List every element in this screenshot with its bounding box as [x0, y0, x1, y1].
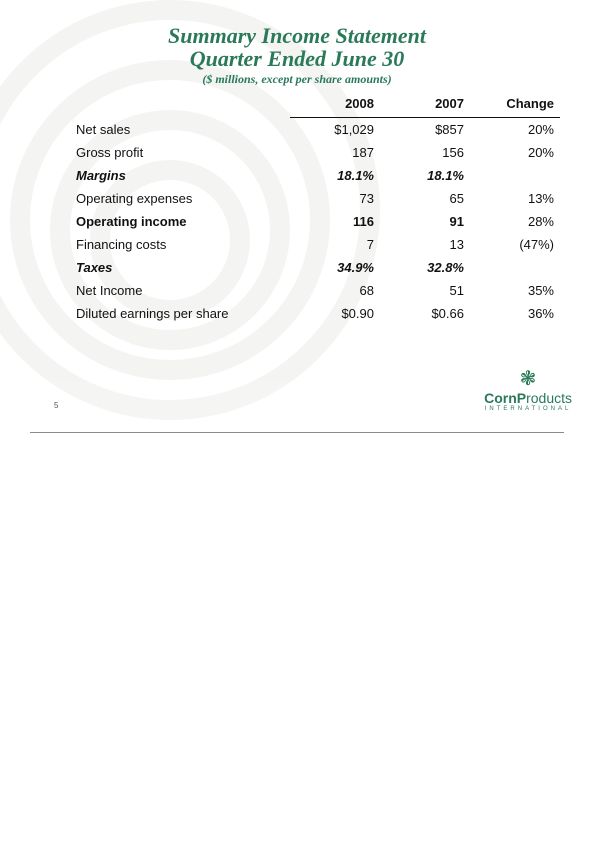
row-label: Net Income [70, 279, 290, 302]
col-header-2007: 2007 [380, 93, 470, 118]
cell-2007: 18.1% [380, 164, 470, 187]
cell-2007: 91 [380, 210, 470, 233]
logo-subtext: INTERNATIONAL [484, 406, 572, 412]
company-logo: ❃ CornProducts INTERNATIONAL [484, 369, 572, 412]
row-label: Operating expenses [70, 187, 290, 210]
cell-2008: 116 [290, 210, 380, 233]
cell-2008: 68 [290, 279, 380, 302]
table-row: Net Income685135% [70, 279, 560, 302]
cell-2008: $0.90 [290, 302, 380, 325]
cell-change [470, 164, 560, 187]
row-label: Taxes [70, 256, 290, 279]
table-row: Diluted earnings per share$0.90$0.6636% [70, 302, 560, 325]
cell-change: 13% [470, 187, 560, 210]
cell-change [470, 256, 560, 279]
table-row: Net sales$1,029$85720% [70, 118, 560, 142]
cell-2007: 156 [380, 141, 470, 164]
slide: Summary Income Statement Quarter Ended J… [0, 0, 594, 424]
logo-icon: ❃ [484, 369, 572, 389]
table-row: Operating income1169128% [70, 210, 560, 233]
cell-2008: 73 [290, 187, 380, 210]
cell-2007: $857 [380, 118, 470, 142]
income-statement-table: 2008 2007 Change Net sales$1,029$85720%G… [70, 93, 560, 325]
cell-2007: 32.8% [380, 256, 470, 279]
cell-2007: 65 [380, 187, 470, 210]
title-line-2: Quarter Ended June 30 [0, 47, 594, 70]
logo-name: CornProducts [484, 391, 572, 405]
cell-2007: 13 [380, 233, 470, 256]
table-row: Operating expenses736513% [70, 187, 560, 210]
cell-change: 28% [470, 210, 560, 233]
row-label: Margins [70, 164, 290, 187]
cell-2008: 7 [290, 233, 380, 256]
page-number: 5 [54, 401, 58, 410]
col-header-change: Change [470, 93, 560, 118]
slide-content: Summary Income Statement Quarter Ended J… [0, 0, 594, 325]
cell-change: (47%) [470, 233, 560, 256]
row-label: Diluted earnings per share [70, 302, 290, 325]
col-header-2008: 2008 [290, 93, 380, 118]
cell-2008: 187 [290, 141, 380, 164]
row-label: Financing costs [70, 233, 290, 256]
separator-line [30, 432, 564, 433]
table-row: Gross profit18715620% [70, 141, 560, 164]
table-row: Margins18.1%18.1% [70, 164, 560, 187]
table-row: Financing costs713(47%) [70, 233, 560, 256]
cell-change: 35% [470, 279, 560, 302]
table-header-row: 2008 2007 Change [70, 93, 560, 118]
row-label: Gross profit [70, 141, 290, 164]
cell-2008: 34.9% [290, 256, 380, 279]
cell-2007: 51 [380, 279, 470, 302]
cell-2008: 18.1% [290, 164, 380, 187]
row-label: Net sales [70, 118, 290, 142]
cell-change: 20% [470, 118, 560, 142]
cell-change: 36% [470, 302, 560, 325]
table-row: Taxes34.9%32.8% [70, 256, 560, 279]
row-label: Operating income [70, 210, 290, 233]
cell-2008: $1,029 [290, 118, 380, 142]
cell-2007: $0.66 [380, 302, 470, 325]
cell-change: 20% [470, 141, 560, 164]
title-line-1: Summary Income Statement [0, 24, 594, 47]
subtitle: ($ millions, except per share amounts) [0, 72, 594, 87]
